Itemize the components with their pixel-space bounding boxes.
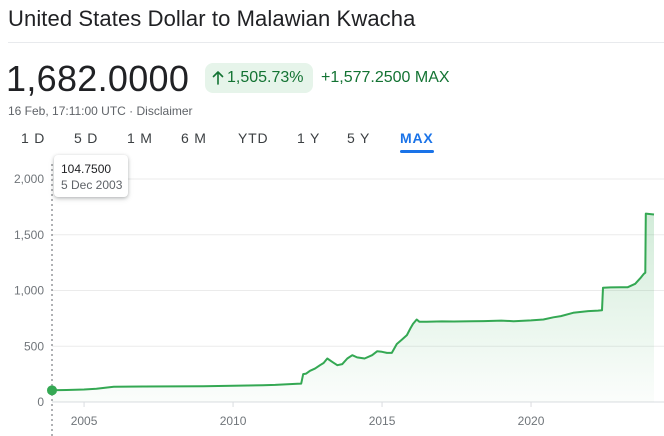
- quote-timestamp-line: 16 Feb, 17:11:00 UTC · Disclaimer: [8, 104, 193, 118]
- page-title: United States Dollar to Malawian Kwacha: [8, 6, 416, 31]
- tab-1y[interactable]: 1 Y: [297, 130, 321, 146]
- tab-ytd[interactable]: YTD: [238, 130, 269, 146]
- y-tick-label: 500: [24, 339, 44, 353]
- tab-1d[interactable]: 1 D: [21, 130, 46, 146]
- y-tick-label: 2,000: [14, 172, 44, 186]
- arrow-up-icon: [212, 71, 224, 85]
- y-tick-label: 1,000: [14, 284, 44, 298]
- x-axis: 2005 2010 2015 2020: [71, 402, 545, 428]
- tab-5d[interactable]: 5 D: [74, 130, 99, 146]
- x-tick-label: 2015: [369, 414, 396, 428]
- tab-max[interactable]: MAX: [400, 130, 434, 153]
- highlight-point: [47, 385, 57, 396]
- tab-1m[interactable]: 1 M: [127, 130, 153, 146]
- quote-timestamp: 16 Feb, 17:11:00 UTC: [8, 104, 126, 118]
- hover-tooltip: 104.7500 5 Dec 2003: [54, 155, 128, 197]
- percent-change-badge: 1,505.73%: [205, 63, 313, 93]
- y-axis: 0 500 1,000 1,500 2,000: [14, 172, 44, 409]
- percent-change-value: 1,505.73%: [227, 69, 304, 86]
- timestamp-separator: ·: [125, 104, 137, 118]
- y-tick-label: 1,500: [14, 228, 44, 242]
- absolute-change-value: +1,577.2500: [321, 69, 411, 86]
- exchange-rate-chart[interactable]: 0 500 1,000 1,500 2,000 2005 2010 2015 2020: [0, 160, 664, 436]
- tooltip-value: 104.7500: [61, 162, 112, 176]
- x-tick-label: 2020: [518, 414, 545, 428]
- absolute-change: +1,577.2500 MAX: [321, 69, 450, 87]
- x-tick-label: 2005: [71, 414, 98, 428]
- x-tick-label: 2010: [220, 414, 247, 428]
- y-tick-label: 0: [37, 395, 44, 409]
- tooltip-date: 5 Dec 2003: [61, 178, 123, 192]
- series-line: [51, 212, 655, 392]
- series-area-fill: [52, 213, 654, 402]
- tab-6m[interactable]: 6 M: [181, 130, 207, 146]
- tab-5y[interactable]: 5 Y: [347, 130, 371, 146]
- disclaimer-link[interactable]: Disclaimer: [136, 104, 193, 118]
- change-period-label: MAX: [414, 69, 450, 86]
- current-price: 1,682.0000: [6, 58, 190, 99]
- title-divider: [8, 42, 664, 43]
